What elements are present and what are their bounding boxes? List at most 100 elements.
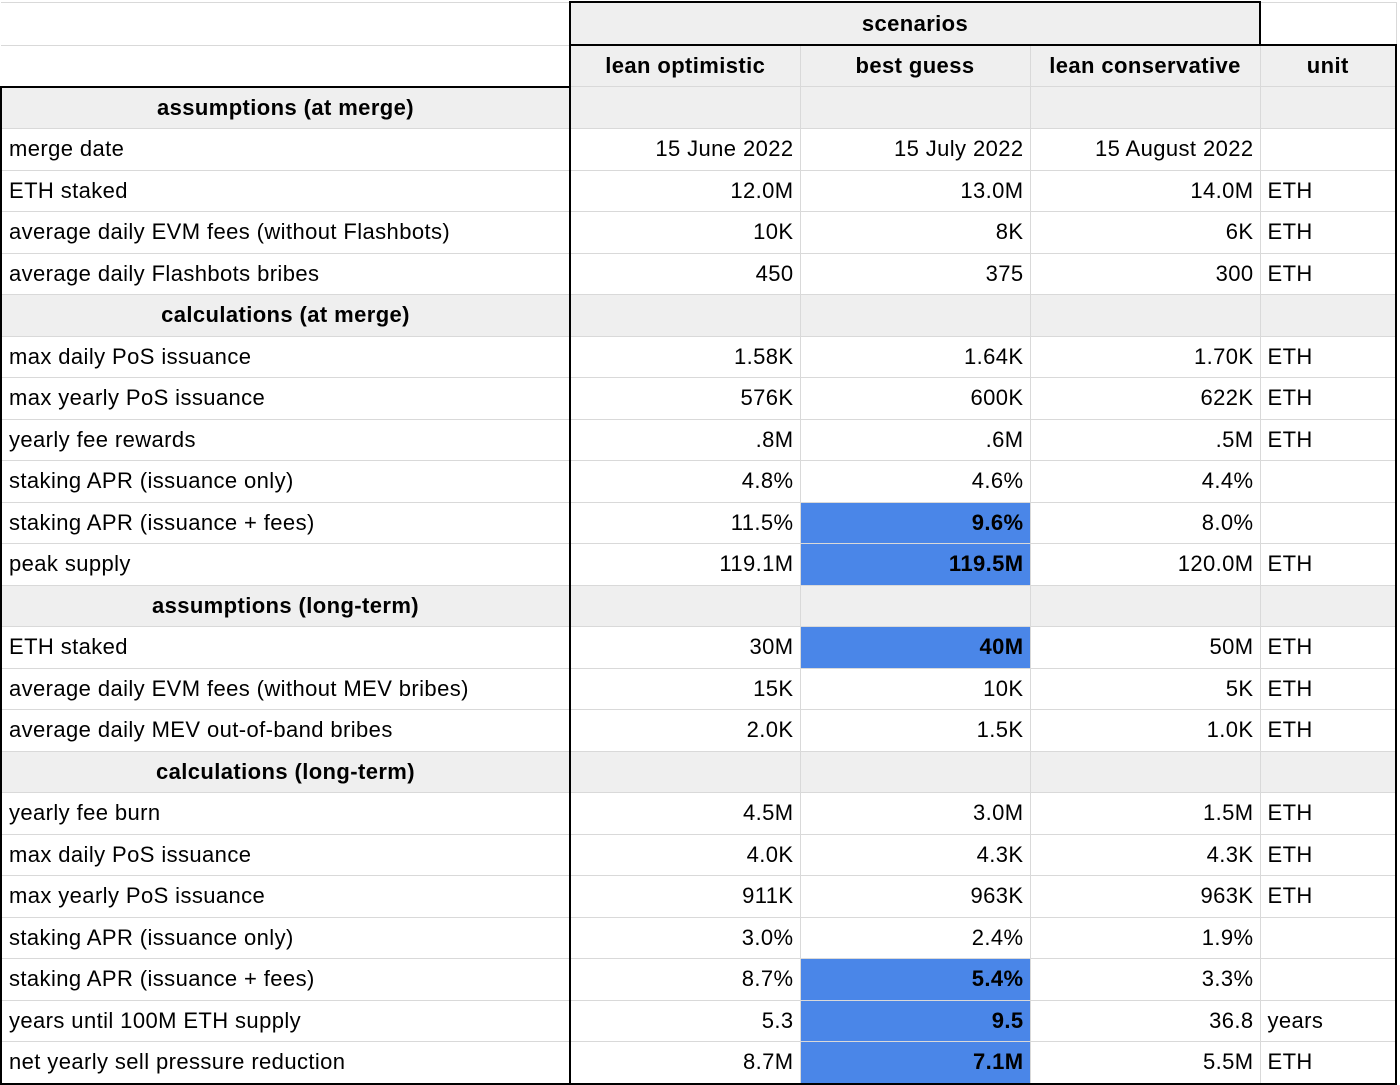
row-label[interactable]: staking APR (issuance + fees) xyxy=(0,501,571,544)
row-label[interactable]: net yearly sell pressure reduction xyxy=(0,1041,571,1085)
cell-lean-conservative[interactable]: 622K xyxy=(1029,377,1261,420)
column-header-lean-conservative[interactable]: lean conservative xyxy=(1029,44,1261,87)
cell-best-guess[interactable]: 7.1M xyxy=(799,1041,1031,1085)
cell-lean-conservative[interactable]: 50M xyxy=(1029,626,1261,669)
section-empty-cell[interactable] xyxy=(799,584,1031,627)
row-label[interactable]: max daily PoS issuance xyxy=(0,833,571,876)
row-label[interactable]: average daily MEV out-of-band bribes xyxy=(0,709,571,752)
cell-lean-conservative[interactable]: 36.8 xyxy=(1029,999,1261,1042)
row-label[interactable]: ETH staked xyxy=(0,626,571,669)
cell-lean-optimistic[interactable]: 12.0M xyxy=(569,169,801,212)
cell-lean-optimistic[interactable]: 8.7% xyxy=(569,958,801,1001)
section-label[interactable]: calculations (at merge) xyxy=(0,294,571,337)
section-empty-unit-cell[interactable] xyxy=(1259,584,1397,627)
row-label[interactable]: yearly fee rewards xyxy=(0,418,571,461)
cell-unit[interactable]: ETH xyxy=(1259,792,1397,835)
cell-lean-optimistic[interactable]: 911K xyxy=(569,875,801,918)
section-empty-cell[interactable] xyxy=(799,750,1031,793)
section-empty-cell[interactable] xyxy=(799,86,1031,129)
cell-lean-conservative[interactable]: 1.9% xyxy=(1029,916,1261,959)
cell-unit[interactable]: ETH xyxy=(1259,543,1397,586)
cell-unit[interactable]: ETH xyxy=(1259,833,1397,876)
section-empty-cell[interactable] xyxy=(569,294,801,337)
cell-lean-optimistic[interactable]: 119.1M xyxy=(569,543,801,586)
cell-lean-optimistic[interactable]: 5.3 xyxy=(569,999,801,1042)
cell-lean-conservative[interactable]: 1.70K xyxy=(1029,335,1261,378)
cell-unit[interactable]: ETH xyxy=(1259,252,1397,295)
cell-unit[interactable]: ETH xyxy=(1259,377,1397,420)
cell-lean-optimistic[interactable]: 450 xyxy=(569,252,801,295)
cell-best-guess[interactable]: 8K xyxy=(799,211,1031,254)
cell-lean-optimistic[interactable]: 4.0K xyxy=(569,833,801,876)
cell-best-guess[interactable]: 40M xyxy=(799,626,1031,669)
cell-best-guess[interactable]: 119.5M xyxy=(799,543,1031,586)
cell-lean-conservative[interactable]: 14.0M xyxy=(1029,169,1261,212)
section-empty-cell[interactable] xyxy=(1029,294,1261,337)
cell-lean-conservative[interactable]: 963K xyxy=(1029,875,1261,918)
section-empty-cell[interactable] xyxy=(569,86,801,129)
row-label[interactable]: max yearly PoS issuance xyxy=(0,377,571,420)
cell-lean-conservative[interactable]: 15 August 2022 xyxy=(1029,128,1261,171)
cell-best-guess[interactable]: 15 July 2022 xyxy=(799,128,1031,171)
row-label[interactable]: staking APR (issuance only) xyxy=(0,916,571,959)
cell-unit[interactable] xyxy=(1259,916,1397,959)
cell-best-guess[interactable]: 600K xyxy=(799,377,1031,420)
cell-lean-conservative[interactable]: 1.0K xyxy=(1029,709,1261,752)
section-empty-cell[interactable] xyxy=(1029,750,1261,793)
cell-lean-optimistic[interactable]: 3.0% xyxy=(569,916,801,959)
section-empty-unit-cell[interactable] xyxy=(1259,294,1397,337)
cell-lean-optimistic[interactable]: 30M xyxy=(569,626,801,669)
cell-unit[interactable]: ETH xyxy=(1259,875,1397,918)
cell-lean-conservative[interactable]: 6K xyxy=(1029,211,1261,254)
cell-lean-optimistic[interactable]: 15 June 2022 xyxy=(569,128,801,171)
cell-best-guess[interactable]: 13.0M xyxy=(799,169,1031,212)
cell-lean-optimistic[interactable]: 2.0K xyxy=(569,709,801,752)
cell-lean-conservative[interactable]: 3.3% xyxy=(1029,958,1261,1001)
cell-lean-optimistic[interactable]: 8.7M xyxy=(569,1041,801,1085)
cell-lean-optimistic[interactable]: 4.5M xyxy=(569,792,801,835)
cell-lean-optimistic[interactable]: 11.5% xyxy=(569,501,801,544)
cell-unit[interactable] xyxy=(1259,460,1397,503)
cell-unit[interactable] xyxy=(1259,128,1397,171)
cell-best-guess[interactable]: 4.3K xyxy=(799,833,1031,876)
cell-unit[interactable]: ETH xyxy=(1259,709,1397,752)
section-empty-cell[interactable] xyxy=(1029,86,1261,129)
cell-unit[interactable]: ETH xyxy=(1259,335,1397,378)
column-header-lean-optimistic[interactable]: lean optimistic xyxy=(569,44,801,87)
cell-unit[interactable] xyxy=(1259,958,1397,1001)
row-label[interactable]: average daily EVM fees (without MEV brib… xyxy=(0,667,571,710)
cell-lean-conservative[interactable]: 5K xyxy=(1029,667,1261,710)
cell-unit[interactable] xyxy=(1259,501,1397,544)
cell-best-guess[interactable]: 3.0M xyxy=(799,792,1031,835)
cell-lean-conservative[interactable]: 8.0% xyxy=(1029,501,1261,544)
row-label[interactable]: staking APR (issuance only) xyxy=(0,460,571,503)
cell-best-guess[interactable]: 4.6% xyxy=(799,460,1031,503)
row-label[interactable]: yearly fee burn xyxy=(0,792,571,835)
cell-lean-conservative[interactable]: 1.5M xyxy=(1029,792,1261,835)
cell-lean-optimistic[interactable]: 1.58K xyxy=(569,335,801,378)
cell-unit[interactable]: ETH xyxy=(1259,626,1397,669)
section-label[interactable]: assumptions (long-term) xyxy=(0,584,571,627)
cell-best-guess[interactable]: 5.4% xyxy=(799,958,1031,1001)
section-empty-cell[interactable] xyxy=(569,584,801,627)
row-label[interactable]: ETH staked xyxy=(0,169,571,212)
cell-lean-conservative[interactable]: 4.3K xyxy=(1029,833,1261,876)
cell-best-guess[interactable]: 9.6% xyxy=(799,501,1031,544)
column-header-unit[interactable]: unit xyxy=(1259,44,1397,87)
row-label[interactable]: staking APR (issuance + fees) xyxy=(0,958,571,1001)
cell-best-guess[interactable]: .6M xyxy=(799,418,1031,461)
cell-best-guess[interactable]: 1.5K xyxy=(799,709,1031,752)
cell-best-guess[interactable]: 10K xyxy=(799,667,1031,710)
section-label[interactable]: assumptions (at merge) xyxy=(0,85,571,129)
cell-best-guess[interactable]: 1.64K xyxy=(799,335,1031,378)
section-empty-unit-cell[interactable] xyxy=(1259,750,1397,793)
section-label[interactable]: calculations (long-term) xyxy=(0,750,571,793)
section-empty-cell[interactable] xyxy=(569,750,801,793)
cell-lean-conservative[interactable]: 4.4% xyxy=(1029,460,1261,503)
cell-best-guess[interactable]: 963K xyxy=(799,875,1031,918)
scenarios-header-cell[interactable]: scenarios xyxy=(569,1,1261,46)
section-empty-cell[interactable] xyxy=(1029,584,1261,627)
section-empty-unit-cell[interactable] xyxy=(1259,86,1397,129)
cell-unit[interactable]: ETH xyxy=(1259,667,1397,710)
cell-unit[interactable]: years xyxy=(1259,999,1397,1042)
